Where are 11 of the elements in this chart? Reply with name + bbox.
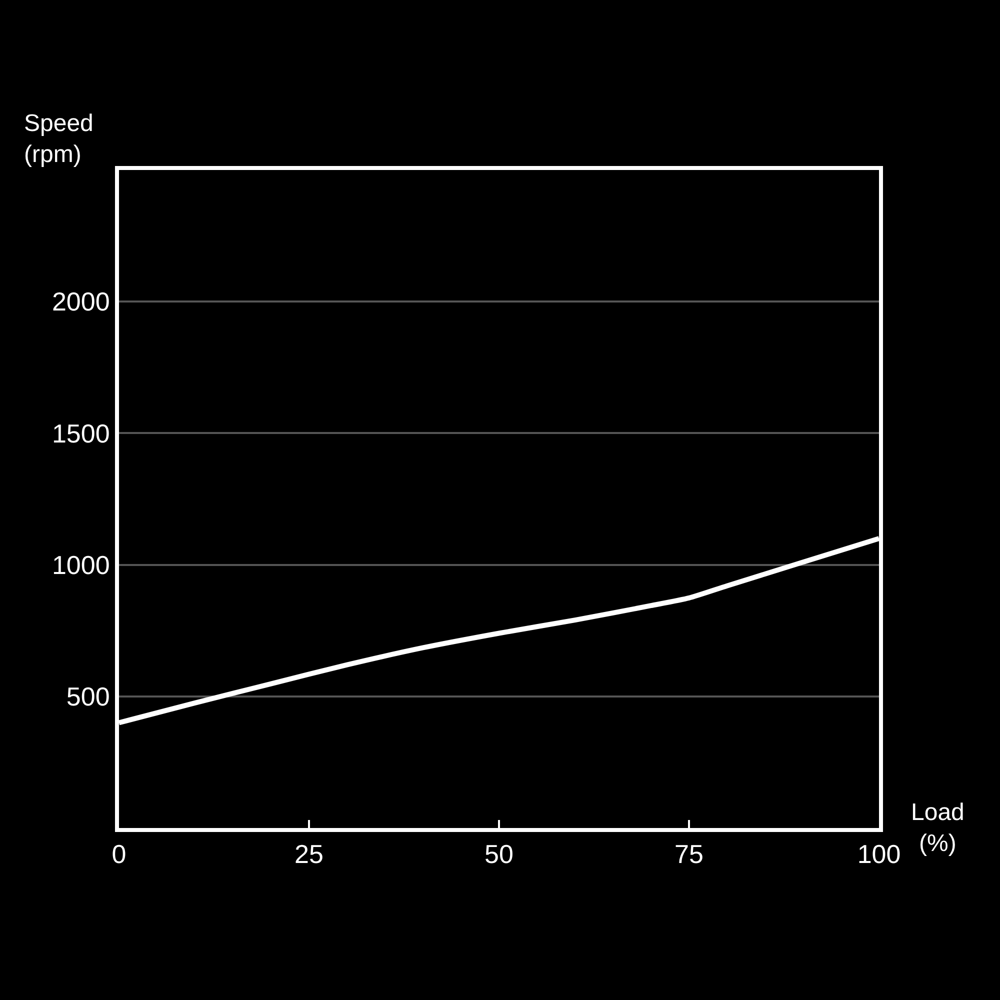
x-tick-label: 25 xyxy=(294,839,324,870)
y-tick-label: 1500 xyxy=(52,418,110,448)
y-tick-label: 1000 xyxy=(52,550,110,580)
y-axis-title: Speed (rpm) xyxy=(24,110,94,168)
y-tick-label: 500 xyxy=(66,682,110,712)
x-axis-title: Load (%) xyxy=(911,799,964,858)
x-tick-label: 50 xyxy=(484,839,514,870)
x-tick-label: 75 xyxy=(674,839,704,870)
x-tick-label: 100 xyxy=(857,839,901,870)
y-tick-label: 2000 xyxy=(52,286,110,317)
x-tick-label: 0 xyxy=(112,839,126,870)
